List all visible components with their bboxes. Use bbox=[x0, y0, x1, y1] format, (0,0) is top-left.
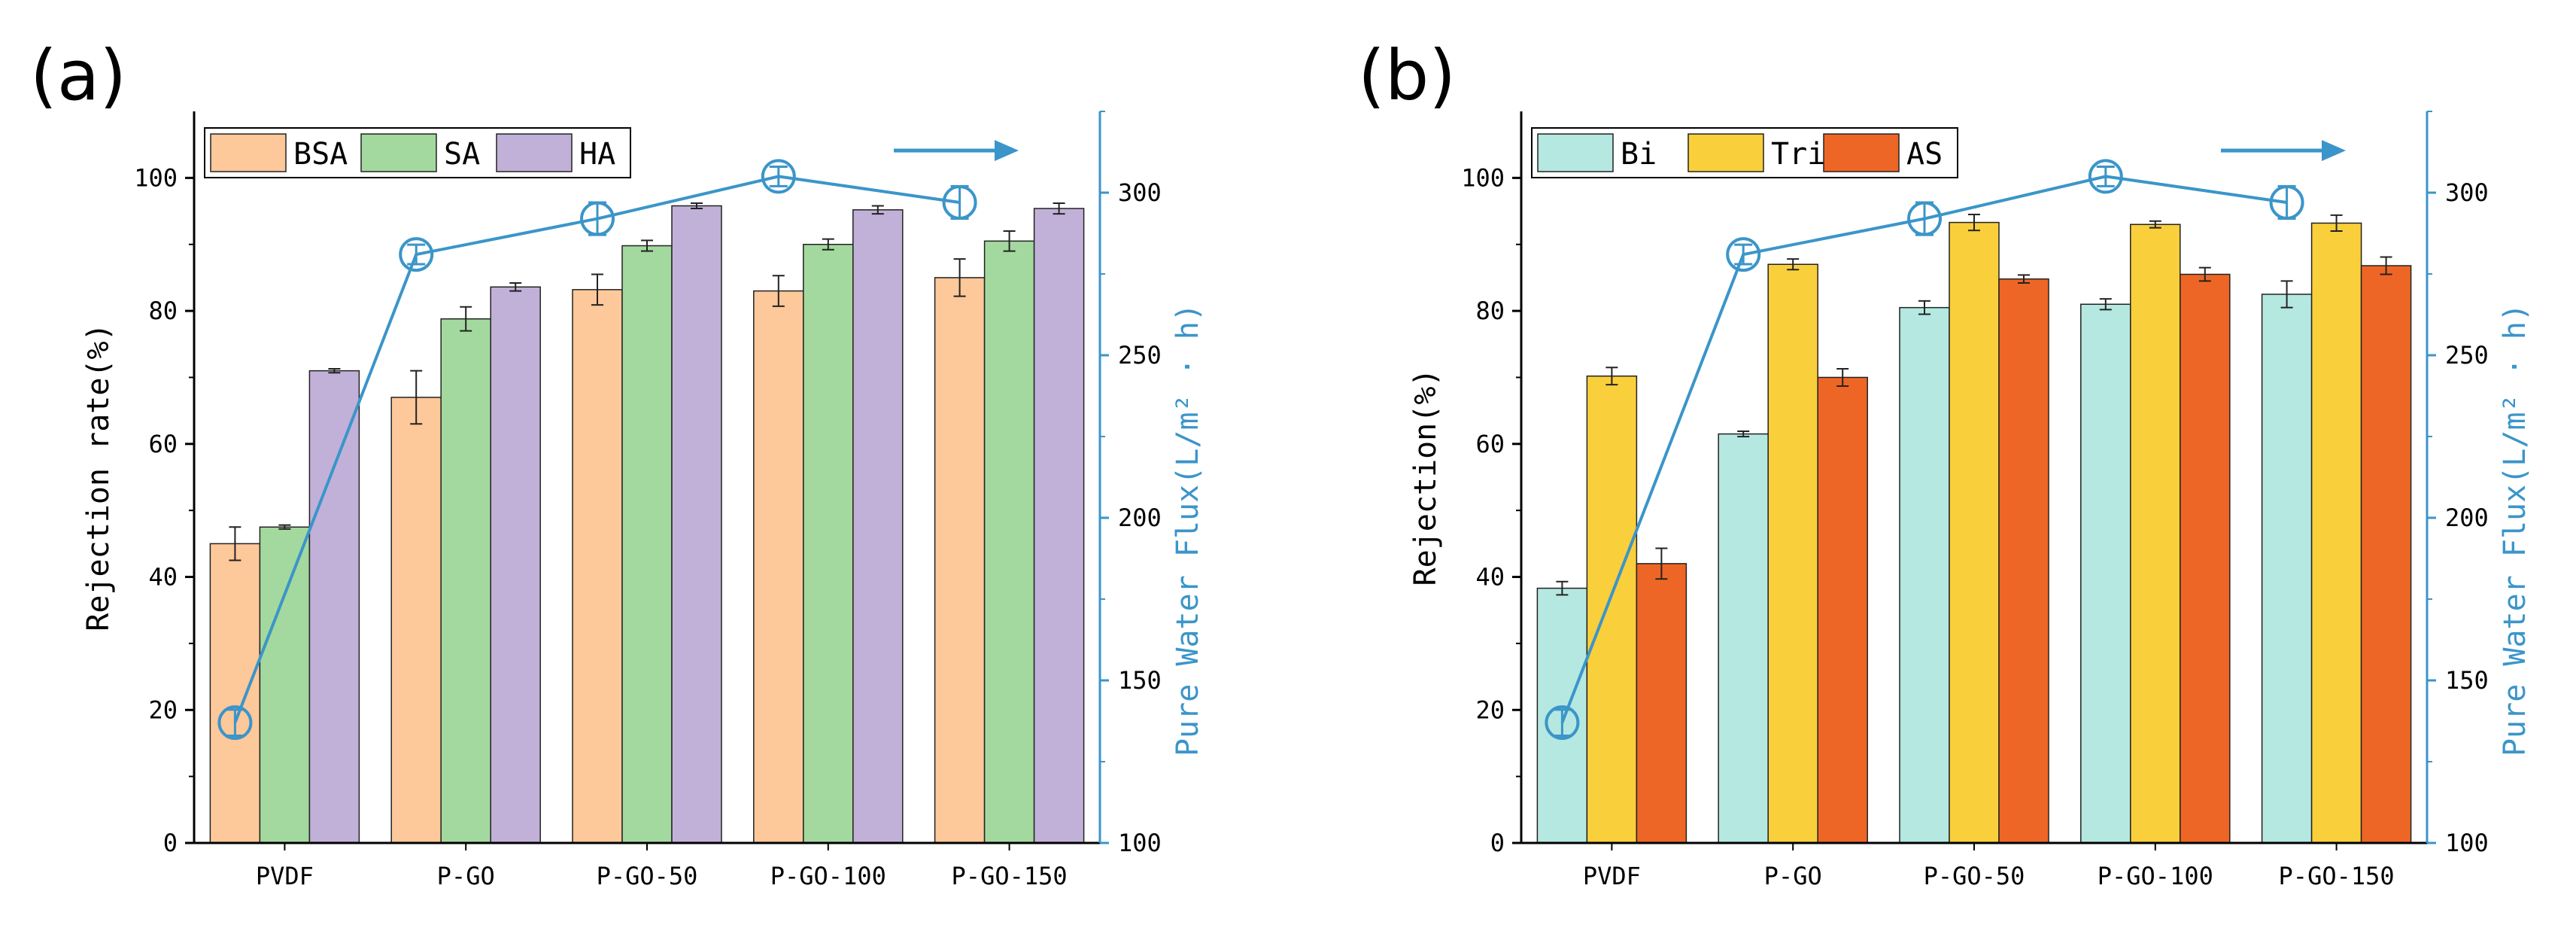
bar bbox=[1899, 306, 1950, 844]
legend-swatch bbox=[1537, 133, 1614, 172]
flux-marker bbox=[942, 184, 977, 220]
legend-label: HA bbox=[579, 137, 615, 172]
bar bbox=[852, 209, 904, 844]
legend-label: Tri bbox=[1771, 137, 1825, 172]
bar bbox=[1949, 221, 2000, 844]
bar bbox=[490, 286, 541, 844]
flux-marker bbox=[2269, 184, 2304, 220]
y-axis-title: Rejection(%) bbox=[1408, 369, 1443, 586]
bar bbox=[209, 543, 261, 844]
y-tick-label: 60 bbox=[148, 430, 178, 458]
arrow-head-icon bbox=[995, 140, 1019, 161]
bar bbox=[2360, 265, 2412, 844]
bar bbox=[259, 526, 311, 844]
legend-swatch bbox=[496, 133, 573, 172]
y-tick-label: 20 bbox=[148, 695, 178, 724]
y-tick-label: 20 bbox=[1475, 695, 1505, 724]
legend-swatch bbox=[360, 133, 437, 172]
flux-marker bbox=[1726, 237, 1761, 272]
chart-panel-0: (a) 0 20 40 60 80 100 100 150 200 250 300 PVDF P-GO P-… bbox=[30, 35, 1205, 890]
bar bbox=[2130, 224, 2181, 844]
bar bbox=[934, 277, 986, 844]
y-tick-label: 80 bbox=[1475, 297, 1505, 325]
legend-label: Bi bbox=[1621, 137, 1657, 172]
x-tick-label: P-GO-100 bbox=[770, 862, 886, 890]
y2-tick-label: 150 bbox=[2445, 666, 2489, 695]
legend-swatch bbox=[210, 133, 287, 172]
x-tick-label: P-GO bbox=[437, 862, 495, 890]
bar bbox=[2261, 294, 2313, 844]
bar bbox=[440, 318, 491, 844]
bar bbox=[1033, 208, 1085, 844]
x-tick-label: P-GO-50 bbox=[597, 862, 698, 890]
panel-label: (b) bbox=[1358, 35, 1456, 116]
legend-swatch bbox=[1823, 133, 1900, 172]
legend: BSA SA HA bbox=[204, 127, 631, 178]
y-tick-label: 0 bbox=[163, 829, 178, 857]
y2-tick-label: 100 bbox=[1118, 829, 1162, 857]
flux-marker bbox=[761, 159, 796, 194]
bar bbox=[1817, 376, 1868, 844]
x-tick-label: PVDF bbox=[256, 862, 314, 890]
y2-tick-label: 200 bbox=[2445, 504, 2489, 532]
bar bbox=[1718, 433, 1769, 844]
bar bbox=[1767, 263, 1818, 844]
x-tick-label: P-GO bbox=[1764, 862, 1822, 890]
flux-marker bbox=[1907, 201, 1942, 236]
y-tick-label: 40 bbox=[148, 563, 178, 592]
panel-label: (a) bbox=[30, 35, 126, 116]
bar bbox=[2080, 303, 2131, 844]
bar bbox=[803, 243, 854, 844]
y-axis-title: Rejection rate(%) bbox=[81, 323, 116, 631]
y2-tick-label: 300 bbox=[1118, 178, 1162, 207]
y2-tick-label: 300 bbox=[2445, 178, 2489, 207]
x-tick-label: PVDF bbox=[1583, 862, 1641, 890]
legend: Bi Tri AS bbox=[1531, 127, 1958, 178]
y-tick-label: 40 bbox=[1475, 563, 1505, 592]
x-tick-label: P-GO-100 bbox=[2098, 862, 2213, 890]
y-tick-label: 80 bbox=[148, 297, 178, 325]
bar bbox=[1586, 375, 1638, 844]
bar bbox=[308, 370, 360, 844]
y-tick-label: 100 bbox=[1461, 163, 1505, 192]
chart-panel-1: (b) 0 20 40 60 80 100 100 150 200 250 300 PVDF P-GO P-… bbox=[1358, 35, 2532, 890]
flux-marker bbox=[580, 201, 615, 236]
y2-axis-title: Pure Water Flux(L/m² · h) bbox=[1171, 303, 1205, 756]
flux-marker bbox=[399, 237, 434, 272]
legend-label: BSA bbox=[293, 137, 348, 172]
bar bbox=[1636, 563, 1687, 844]
y2-tick-label: 150 bbox=[1118, 666, 1162, 695]
legend-label: AS bbox=[1906, 137, 1943, 172]
bar bbox=[390, 397, 442, 844]
y-tick-label: 0 bbox=[1490, 829, 1505, 857]
y2-tick-label: 250 bbox=[1118, 341, 1162, 370]
flux-marker bbox=[217, 705, 253, 741]
legend-swatch bbox=[1687, 133, 1764, 172]
bar bbox=[671, 205, 722, 844]
legend-label: SA bbox=[444, 137, 480, 172]
y-tick-label: 60 bbox=[1475, 430, 1505, 458]
bar bbox=[2310, 222, 2362, 844]
y-tick-label: 100 bbox=[134, 163, 178, 192]
arrow-head-icon bbox=[2322, 140, 2346, 161]
bar bbox=[572, 289, 623, 844]
bar bbox=[2180, 273, 2231, 844]
bar bbox=[1998, 278, 2049, 844]
y2-axis-title: Pure Water Flux(L/m² · h) bbox=[2498, 303, 2532, 756]
flux-marker bbox=[1545, 705, 1580, 741]
bar bbox=[983, 240, 1035, 844]
bar bbox=[621, 245, 673, 844]
bar bbox=[753, 290, 804, 844]
flux-marker bbox=[2088, 159, 2123, 194]
y2-tick-label: 100 bbox=[2445, 829, 2489, 857]
y2-tick-label: 250 bbox=[2445, 341, 2489, 370]
x-tick-label: P-GO-150 bbox=[2279, 862, 2395, 890]
x-tick-label: P-GO-150 bbox=[952, 862, 1068, 890]
x-tick-label: P-GO-50 bbox=[1924, 862, 2025, 890]
y2-tick-label: 200 bbox=[1118, 504, 1162, 532]
